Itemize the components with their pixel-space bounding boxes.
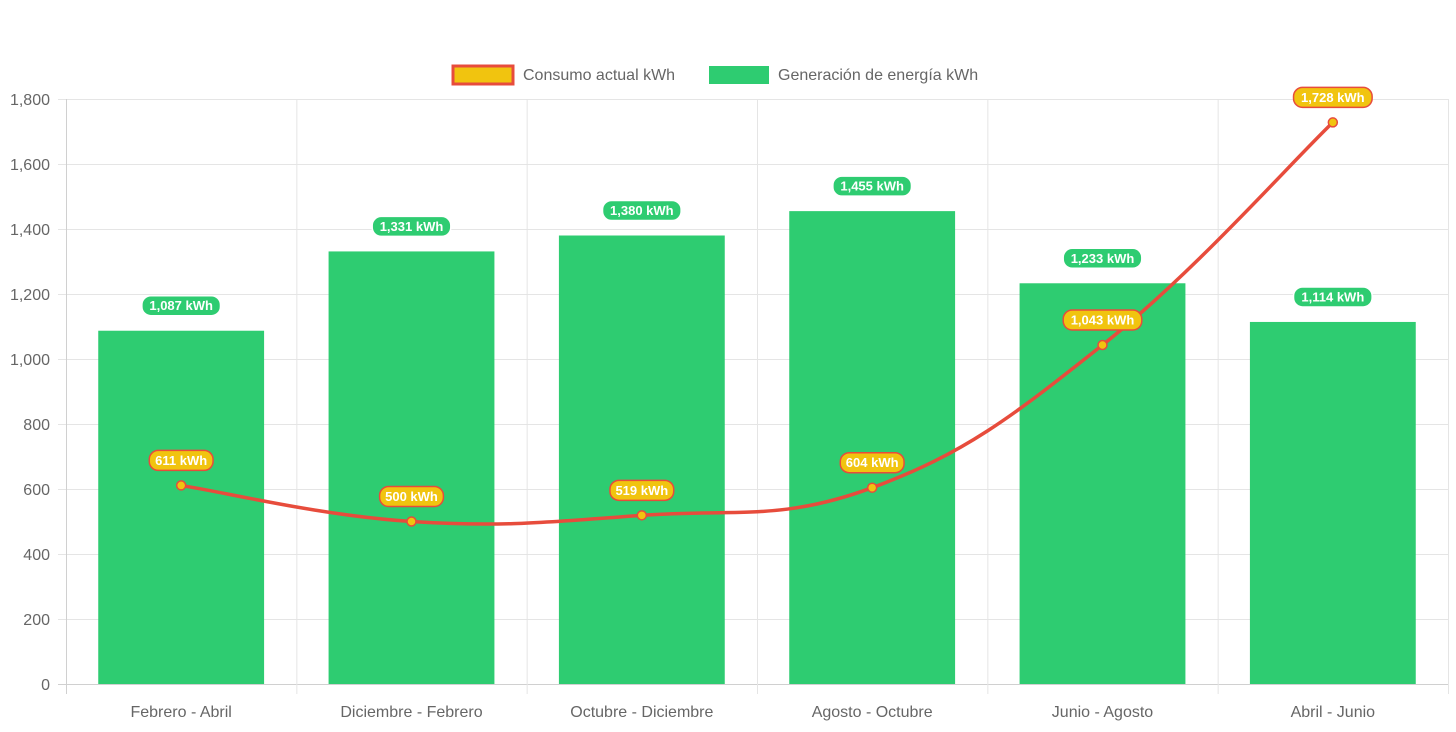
legend-label-generacion: Generación de energía kWh xyxy=(778,67,978,84)
bar-value-label-bg xyxy=(601,199,682,222)
bar-value-label: 1,233 kWh xyxy=(1062,247,1143,270)
bar-value-label: 1,380 kWh xyxy=(601,199,682,222)
x-axis: Febrero - Abril Diciembre - Febrero Octubr… xyxy=(130,704,1375,721)
line-value-label: 1,728 kWh xyxy=(1292,86,1373,109)
bar-value-label: 1,114 kWh xyxy=(1292,286,1373,308)
line-value-label-text: 611 kWh xyxy=(155,453,207,468)
x-tick-label: Junio - Agosto xyxy=(1052,704,1154,721)
x-tick-label: Diciembre - Febrero xyxy=(340,704,482,721)
bar[interactable] xyxy=(558,235,725,685)
line-series-consumo xyxy=(175,117,1339,527)
line-value-label-bg xyxy=(378,485,445,508)
legend-swatch-generacion xyxy=(709,66,769,84)
line-value-label: 604 kWh xyxy=(839,451,905,474)
line-value-label: 611 kWh xyxy=(148,449,214,472)
y-tick-label: 0 xyxy=(41,677,50,694)
legend-label-consumo: Consumo actual kWh xyxy=(523,67,675,84)
bar[interactable] xyxy=(98,330,265,684)
x-tick-label: Abril - Junio xyxy=(1291,704,1376,721)
line-value-label-text: 1,043 kWh xyxy=(1071,313,1135,328)
bar-value-label-text: 1,455 kWh xyxy=(840,179,904,194)
bar[interactable] xyxy=(328,251,495,685)
line-value-label-bg xyxy=(1062,309,1143,331)
y-tick-label: 200 xyxy=(23,612,50,629)
grid-lines xyxy=(58,99,1449,694)
x-tick-label: Febrero - Abril xyxy=(130,704,231,721)
line-point[interactable] xyxy=(406,516,417,527)
y-tick-label: 1,200 xyxy=(10,287,50,304)
bar-value-label-bg xyxy=(832,175,913,197)
bar-value-label-bg xyxy=(371,215,452,238)
line-value-label-bg xyxy=(839,451,905,474)
y-tick-label: 800 xyxy=(23,417,50,434)
bar-value-label: 1,331 kWh xyxy=(371,215,452,238)
line-value-label: 500 kWh xyxy=(378,485,445,508)
line-point[interactable] xyxy=(1097,339,1108,351)
chart-legend: Consumo actual kWh Generación de energía… xyxy=(451,64,978,86)
line-point[interactable] xyxy=(636,510,648,521)
bar-value-label-bg xyxy=(1292,286,1373,308)
line-value-label-text: 604 kWh xyxy=(846,455,899,470)
line-value-label-bg xyxy=(1292,86,1373,109)
legend-item-generacion[interactable]: Generación de energía kWh xyxy=(709,66,978,84)
y-tick-label: 1,400 xyxy=(10,222,50,239)
bar-value-label-text: 1,331 kWh xyxy=(380,219,444,234)
consumo-line xyxy=(180,121,1335,526)
line-data-labels: 611 kWh 500 kWh 519 kWh 604 kWh 1,043 kWh 1,7… xyxy=(148,86,1373,508)
line-point[interactable] xyxy=(1327,117,1339,128)
x-tick-label: Agosto - Octubre xyxy=(812,704,933,721)
line-value-label-text: 519 kWh xyxy=(615,483,668,498)
line-point[interactable] xyxy=(866,482,878,493)
bar-value-label: 1,087 kWh xyxy=(141,294,222,317)
y-tick-label: 1,800 xyxy=(10,92,50,109)
bar-value-label: 1,455 kWh xyxy=(832,175,913,197)
bar[interactable] xyxy=(789,211,956,684)
bar-data-labels: 1,087 kWh 1,331 kWh 1,380 kWh 1,455 kWh 1,23… xyxy=(141,175,1373,317)
y-tick-label: 1,600 xyxy=(10,157,50,174)
y-tick-label: 400 xyxy=(23,547,50,564)
bar[interactable] xyxy=(1249,321,1416,684)
line-point[interactable] xyxy=(175,480,187,491)
bar-value-label-text: 1,233 kWh xyxy=(1071,251,1135,266)
line-value-label-bg xyxy=(148,449,214,472)
bar-value-label-bg xyxy=(1062,247,1143,270)
legend-item-consumo[interactable]: Consumo actual kWh xyxy=(451,64,675,86)
bar-value-label-text: 1,087 kWh xyxy=(149,298,213,313)
bar-value-label-text: 1,114 kWh xyxy=(1301,289,1364,304)
line-value-label-text: 1,728 kWh xyxy=(1301,90,1365,105)
line-value-label-text: 500 kWh xyxy=(385,489,438,504)
y-tick-label: 1,000 xyxy=(10,352,50,369)
x-tick-label: Octubre - Diciembre xyxy=(570,704,713,721)
legend-swatch-consumo xyxy=(451,64,515,86)
line-value-label: 1,043 kWh xyxy=(1062,309,1143,331)
line-value-label: 519 kWh xyxy=(609,479,675,502)
bar-value-label-text: 1,380 kWh xyxy=(610,203,674,218)
y-tick-label: 600 xyxy=(23,482,50,499)
line-value-label-bg xyxy=(609,479,675,502)
bar-value-label-bg xyxy=(141,294,222,317)
y-axis: 0 200 400 600 800 1,000 1,200 1,400 1,600 1,800 xyxy=(10,92,50,694)
